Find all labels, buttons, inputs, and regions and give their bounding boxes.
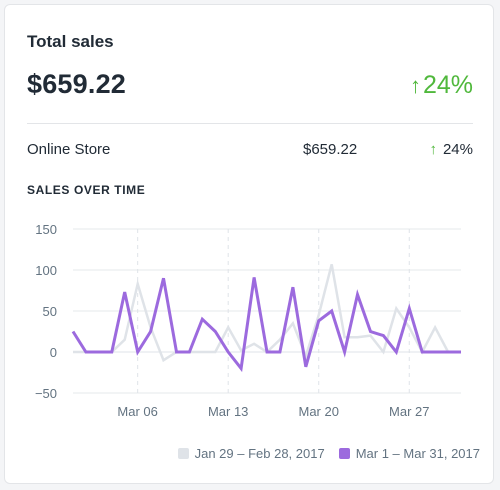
x-tick-label: Mar 20 xyxy=(298,404,338,419)
y-tick-label: 150 xyxy=(35,222,57,237)
section-title: SALES OVER TIME xyxy=(27,183,146,197)
total-sales-value: $659.22 xyxy=(27,69,126,99)
y-tick-label: 100 xyxy=(35,263,57,278)
x-tick-label: Mar 13 xyxy=(208,404,248,419)
legend-item-current[interactable]: Mar 1 – Mar 31, 2017 xyxy=(338,446,480,461)
breakdown-change-pct: 24% xyxy=(442,141,473,158)
x-tick-label: Mar 27 xyxy=(389,404,429,419)
breakdown-change: ↑ 24% xyxy=(429,141,473,158)
legend-swatch-previous xyxy=(177,448,189,459)
legend-label-previous: Jan 29 – Feb 28, 2017 xyxy=(194,446,325,461)
series-line-current xyxy=(71,277,461,373)
breakdown-amount: $659.22 xyxy=(303,141,358,158)
up-arrow-icon: ↑ xyxy=(429,141,437,158)
legend-label-current: Mar 1 – Mar 31, 2017 xyxy=(355,446,480,461)
y-tick-label: 50 xyxy=(43,304,57,319)
total-change: ↑24% xyxy=(410,71,473,100)
x-tick-label: Mar 06 xyxy=(117,404,157,419)
breakdown-label: Online Store xyxy=(27,141,111,158)
legend-swatch-current xyxy=(338,448,350,459)
total-sales-card: Total sales $659.22 ↑24% Online Store $6… xyxy=(4,4,494,484)
series-line-previous xyxy=(73,263,450,363)
up-arrow-icon: ↑ xyxy=(409,73,421,98)
total-change-pct: 24% xyxy=(422,71,473,99)
legend-item-previous[interactable]: Jan 29 – Feb 28, 2017 xyxy=(177,446,325,461)
y-tick-label: −50 xyxy=(35,386,57,401)
card-title: Total sales xyxy=(27,32,114,51)
divider xyxy=(27,123,473,124)
chart-legend: Jan 29 – Feb 28, 2017 Mar 1 – Mar 31, 20… xyxy=(164,446,480,461)
y-tick-label: 0 xyxy=(50,345,57,360)
